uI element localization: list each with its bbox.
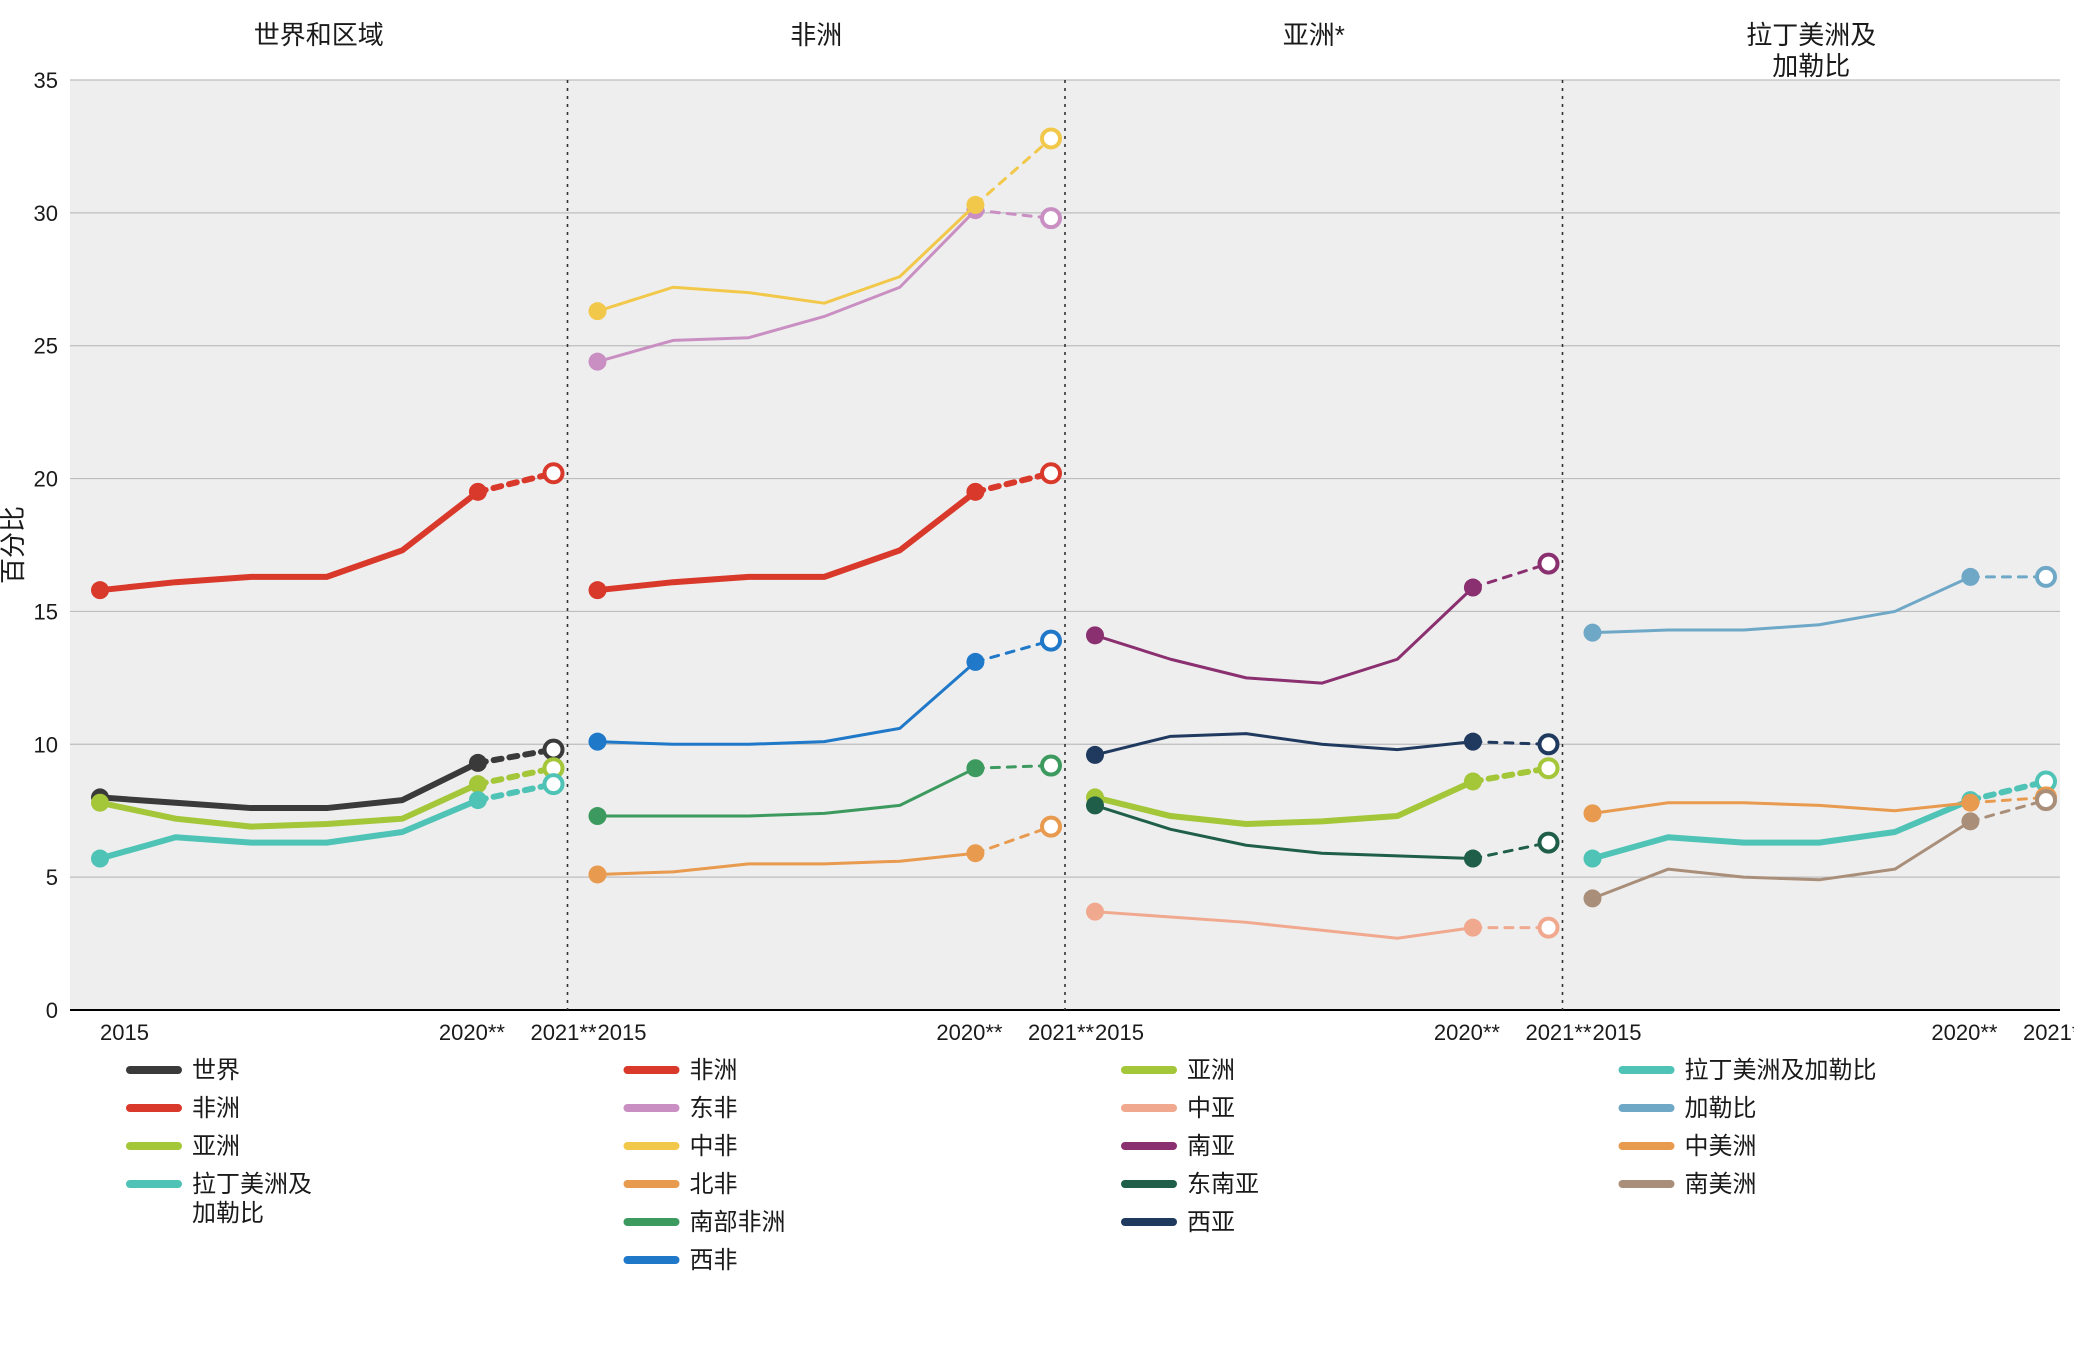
legend-label-africa: 非洲 [192, 1095, 240, 1122]
svg-text:25: 25 [34, 334, 58, 359]
marker-e_africa-2021 [1042, 209, 1060, 227]
marker-asia2-2020 [1464, 772, 1482, 790]
marker-asia-2020 [469, 775, 487, 793]
marker-s_africa-2021 [1042, 757, 1060, 775]
marker-africa2-2020 [966, 483, 984, 501]
chart-svg: 0 5 10 15 20 25 30 35 百分比 世界和区域 2015 2020** 2021** 非洲… [0, 0, 2074, 1363]
legend-label-cen_asia: 中亚 [1187, 1095, 1235, 1122]
marker-carib-start [1584, 624, 1602, 642]
legend-label-s_asia: 南亚 [1187, 1133, 1235, 1160]
svg-text:拉丁美洲及加勒比: 拉丁美洲及加勒比 [1746, 20, 1876, 81]
marker-n_africa-2020 [966, 844, 984, 862]
legend-label-c_america: 中美洲 [1685, 1133, 1757, 1160]
svg-text:10: 10 [34, 732, 58, 757]
svg-text:世界和区域: 世界和区域 [254, 20, 384, 50]
marker-s_asia-2021 [1540, 555, 1558, 573]
marker-cen_asia-2020 [1464, 919, 1482, 937]
svg-text:2021**: 2021** [2023, 1020, 2074, 1045]
svg-text:2020**: 2020** [1931, 1020, 1998, 1045]
svg-text:2020**: 2020** [439, 1020, 506, 1045]
marker-s_america-2021 [2037, 791, 2055, 809]
marker-w_asia-start [1086, 746, 1104, 764]
legend-label-c_africa: 中非 [690, 1133, 738, 1160]
marker-s_africa-start [589, 807, 607, 825]
marker-africa-2020 [469, 483, 487, 501]
svg-text:2020**: 2020** [1434, 1020, 1501, 1045]
legend-label-w_africa: 西非 [690, 1247, 738, 1274]
legend-label-w_asia: 西亚 [1187, 1209, 1235, 1236]
marker-se_asia-start [1086, 796, 1104, 814]
marker-c_africa-2021 [1042, 129, 1060, 147]
marker-africa2-2021 [1042, 464, 1060, 482]
marker-w_africa-2020 [966, 653, 984, 671]
legend-label-n_africa: 北非 [690, 1171, 738, 1198]
svg-text:百分比: 百分比 [0, 506, 28, 584]
marker-c_america-2020 [1961, 794, 1979, 812]
marker-carib-2021 [2037, 568, 2055, 586]
legend-label-lac: 拉丁美洲及加勒比 [192, 1171, 312, 1227]
legend-label-lac2: 拉丁美洲及加勒比 [1685, 1057, 1877, 1084]
legend-label-africa2: 非洲 [690, 1057, 738, 1084]
svg-text:2021**: 2021** [530, 1020, 597, 1045]
marker-se_asia-2021 [1540, 834, 1558, 852]
marker-lac-start [91, 850, 109, 868]
svg-text:2015: 2015 [598, 1020, 647, 1045]
svg-text:2021**: 2021** [1028, 1020, 1095, 1045]
svg-text:非洲: 非洲 [790, 20, 842, 50]
marker-s_asia-2020 [1464, 579, 1482, 597]
marker-s_asia-start [1086, 626, 1104, 644]
marker-world-2021 [545, 741, 563, 759]
marker-africa-2021 [545, 464, 563, 482]
marker-asia-start [91, 794, 109, 812]
svg-text:15: 15 [34, 599, 58, 624]
svg-text:35: 35 [34, 68, 58, 93]
svg-text:20: 20 [34, 467, 58, 492]
svg-text:2015: 2015 [100, 1020, 149, 1045]
svg-text:0: 0 [46, 998, 58, 1023]
marker-lac-2021 [545, 775, 563, 793]
marker-s_america-start [1584, 889, 1602, 907]
marker-world-2020 [469, 754, 487, 772]
legend-label-asia: 亚洲 [192, 1133, 240, 1160]
svg-text:2020**: 2020** [936, 1020, 1003, 1045]
marker-lac-2020 [469, 791, 487, 809]
marker-se_asia-2020 [1464, 850, 1482, 868]
svg-text:亚洲*: 亚洲* [1283, 20, 1345, 50]
marker-asia2-2021 [1540, 759, 1558, 777]
marker-n_africa-start [589, 865, 607, 883]
legend-label-s_america: 南美洲 [1685, 1171, 1757, 1198]
chart-container: 0 5 10 15 20 25 30 35 百分比 世界和区域 2015 2020** 2021** 非洲… [0, 0, 2074, 1363]
legend-label-carib: 加勒比 [1685, 1095, 1757, 1122]
marker-n_africa-2021 [1042, 818, 1060, 836]
marker-africa-start [91, 581, 109, 599]
legend-label-world: 世界 [192, 1057, 240, 1084]
marker-w_asia-2020 [1464, 733, 1482, 751]
marker-africa2-start [589, 581, 607, 599]
marker-lac2-start [1584, 850, 1602, 868]
svg-text:2015: 2015 [1593, 1020, 1642, 1045]
legend-label-e_africa: 东非 [690, 1095, 738, 1122]
legend-label-se_asia: 东南亚 [1187, 1171, 1259, 1198]
marker-cen_asia-start [1086, 903, 1104, 921]
marker-c_africa-2020 [966, 196, 984, 214]
marker-w_africa-start [589, 733, 607, 751]
svg-text:30: 30 [34, 201, 58, 226]
marker-c_africa-start [589, 302, 607, 320]
svg-text:5: 5 [46, 865, 58, 890]
svg-text:2021**: 2021** [1525, 1020, 1592, 1045]
marker-carib-2020 [1961, 568, 1979, 586]
marker-w_africa-2021 [1042, 632, 1060, 650]
marker-cen_asia-2021 [1540, 919, 1558, 937]
legend-label-asia2: 亚洲 [1187, 1057, 1235, 1084]
marker-e_africa-start [589, 353, 607, 371]
marker-w_asia-2021 [1540, 735, 1558, 753]
svg-text:2015: 2015 [1095, 1020, 1144, 1045]
marker-s_africa-2020 [966, 759, 984, 777]
legend-label-s_africa: 南部非洲 [690, 1209, 786, 1236]
marker-c_america-start [1584, 804, 1602, 822]
marker-s_america-2020 [1961, 812, 1979, 830]
